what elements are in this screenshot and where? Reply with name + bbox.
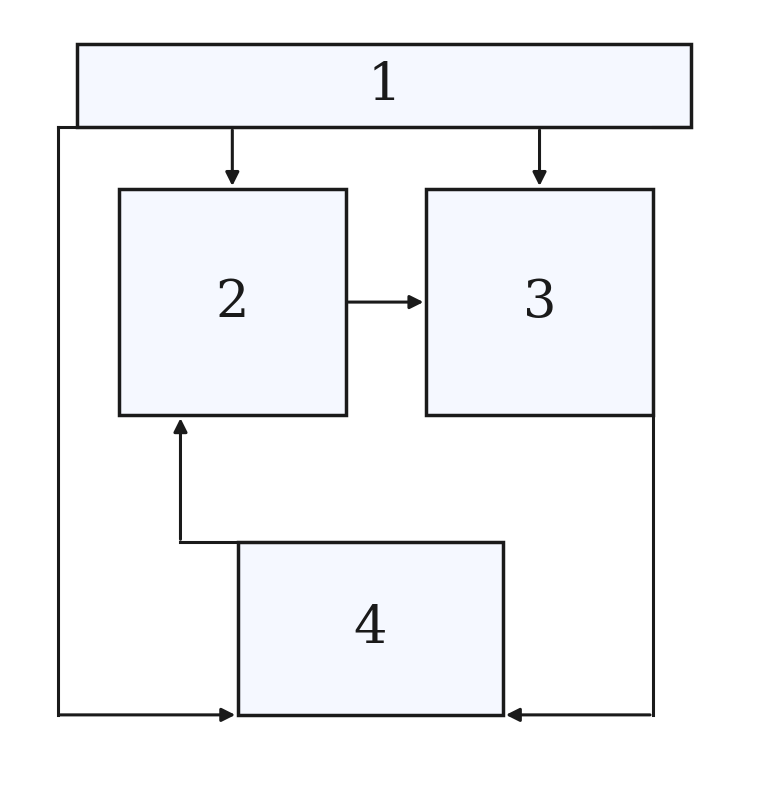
- Text: 3: 3: [523, 277, 556, 327]
- FancyBboxPatch shape: [238, 542, 503, 715]
- Text: 2: 2: [216, 277, 249, 327]
- FancyBboxPatch shape: [77, 45, 691, 127]
- Text: 1: 1: [367, 60, 401, 111]
- FancyBboxPatch shape: [119, 189, 346, 415]
- Text: 4: 4: [354, 603, 387, 654]
- FancyBboxPatch shape: [426, 189, 653, 415]
